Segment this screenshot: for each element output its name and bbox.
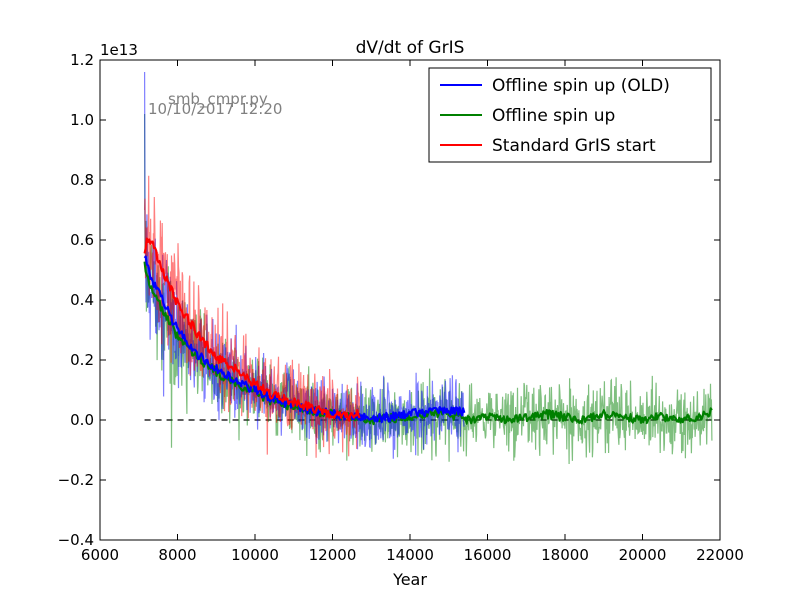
y-tick-label: 0.8 — [70, 171, 94, 189]
plot-area — [143, 71, 713, 465]
x-tick-label: 12000 — [309, 546, 357, 564]
y-tick-label: 0.4 — [70, 291, 94, 309]
x-tick-label: 10000 — [231, 546, 279, 564]
legend-label-offline-old: Offline spin up (OLD) — [492, 76, 670, 96]
legend: Offline spin up (OLD) Offline spin up St… — [428, 67, 712, 163]
y-tick-label: 1.2 — [70, 51, 94, 69]
x-tick-label: 16000 — [464, 546, 512, 564]
y-tick-label: −0.2 — [58, 471, 94, 489]
axis-ticks: 6000 8000 10000 12000 14000 16000 18000 20000 22… — [58, 51, 744, 564]
legend-label-standard: Standard GrIS start — [492, 136, 656, 156]
x-tick-label: 22000 — [696, 546, 744, 564]
x-tick-label: 8000 — [158, 546, 196, 564]
x-tick-label: 20000 — [619, 546, 667, 564]
y-tick-label: 0.0 — [70, 411, 94, 429]
x-tick-label: 14000 — [386, 546, 434, 564]
annotation-script-name: smb_cmpr.py — [168, 90, 268, 109]
chart-title: dV/dt of GrIS — [356, 38, 465, 58]
annotation-timestamp: 10/10/2017 12:20 — [148, 100, 282, 118]
series-smoothed-2 — [143, 237, 361, 422]
series-raw-2 — [144, 175, 360, 458]
y-tick-label: −0.4 — [58, 531, 94, 549]
x-tick-label: 6000 — [81, 546, 119, 564]
x-tick-label: 18000 — [541, 546, 589, 564]
series-raw-1 — [144, 113, 713, 465]
y-tick-label: 1.0 — [70, 111, 94, 129]
y-tick-label: 0.6 — [70, 231, 94, 249]
y-scale-label: 1e13 — [100, 41, 138, 59]
legend-label-offline: Offline spin up — [492, 106, 615, 126]
y-tick-label: 0.2 — [70, 351, 94, 369]
x-axis-label: Year — [392, 570, 427, 589]
